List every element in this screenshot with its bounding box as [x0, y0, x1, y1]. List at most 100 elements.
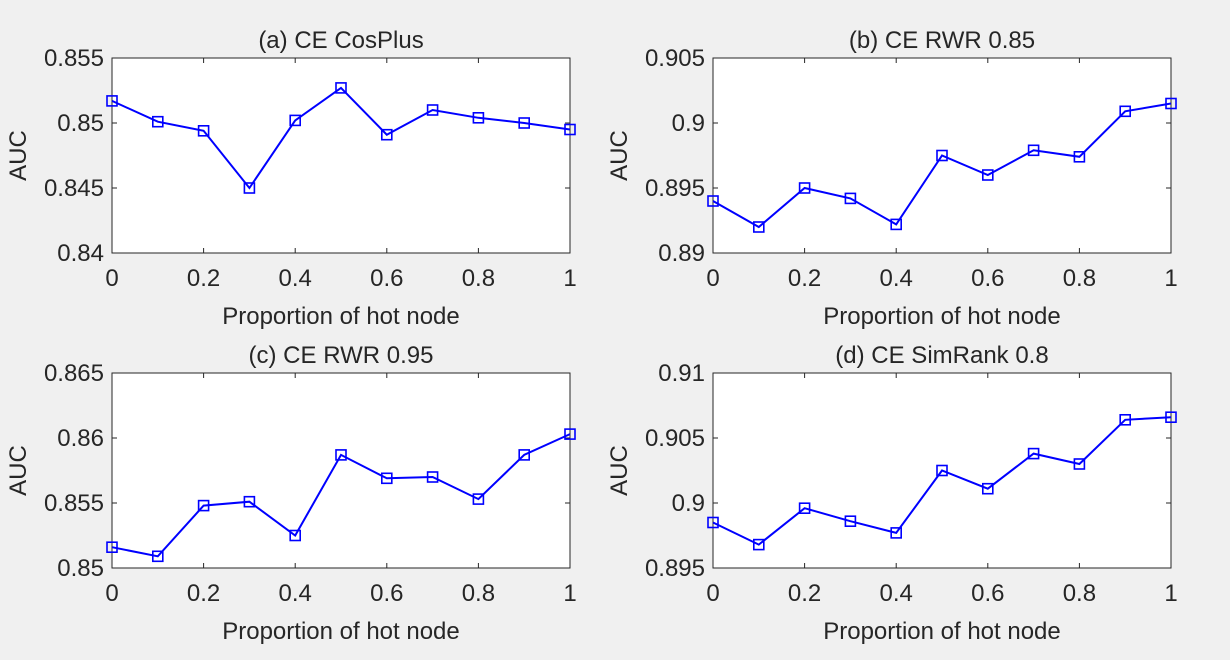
x-tick-label: 1 [1164, 580, 1177, 607]
data-point [426, 104, 439, 116]
x-tick-label: 0.8 [462, 580, 495, 607]
series-line [712, 102, 1172, 229]
subplot-c: 0 0.2 0.4 0.6 0.8 1 0.85 0.855 0.86 0.865 (c) CE R… [5, 342, 577, 645]
x-tick-label: 1 [563, 265, 576, 292]
x-tick-label: 0.2 [187, 265, 220, 292]
chart-title: (a) CE CosPlus [258, 27, 423, 54]
y-tick-label: 0.855 [44, 490, 104, 517]
x-tick-label: 0.4 [279, 580, 312, 607]
y-tick-label: 0.85 [57, 110, 104, 137]
data-point [289, 529, 302, 542]
y-axis-label: AUC [5, 130, 32, 181]
chart-title: (d) CE SimRank 0.8 [835, 342, 1048, 369]
x-tick-label: 0.4 [880, 265, 913, 292]
subplot-d: 0 0.2 0.4 0.6 0.8 1 0.895 0.9 0.905 0.91 (d) CE Si… [606, 342, 1178, 645]
data-point [426, 471, 439, 483]
x-tick-label: 1 [563, 580, 576, 607]
data-point [707, 516, 719, 529]
data-point [472, 112, 485, 124]
x-tick-label: 0.8 [1063, 580, 1096, 607]
chart-title: (c) CE RWR 0.95 [249, 342, 434, 369]
data-point [981, 482, 994, 495]
data-point [1165, 411, 1177, 424]
y-tick-label: 0.9 [672, 110, 705, 137]
x-tick-label: 0.4 [279, 265, 312, 292]
data-point [1027, 447, 1040, 460]
series-line [111, 86, 571, 190]
data-point [243, 495, 256, 508]
data-point [707, 195, 719, 207]
y-tick-label: 0.905 [645, 425, 705, 452]
x-tick-label: 0 [105, 580, 118, 607]
data-point [335, 449, 347, 461]
x-tick-label: 0.2 [187, 580, 220, 607]
data-point [197, 499, 210, 512]
data-point [981, 169, 994, 181]
x-axis-label: Proportion of hot node [823, 618, 1061, 645]
y-tick-label: 0.86 [57, 425, 104, 452]
data-point [152, 115, 164, 128]
data-point [243, 182, 256, 194]
data-point [1073, 458, 1086, 470]
data-point [564, 428, 576, 440]
data-point [752, 221, 765, 233]
x-tick-label: 0 [105, 265, 118, 292]
plot-area [111, 372, 571, 569]
data-point [289, 114, 302, 127]
x-tick-label: 0.6 [971, 580, 1004, 607]
series-line [712, 416, 1172, 546]
x-axis-label: Proportion of hot node [222, 618, 460, 645]
y-tick-label: 0.85 [57, 555, 104, 582]
data-point [1027, 144, 1040, 157]
data-point [936, 464, 948, 477]
data-point [890, 218, 903, 231]
data-point [844, 192, 857, 205]
subplot-a: 0 0.2 0.4 0.6 0.8 1 0.84 0.845 0.85 0.855 (a) CE C… [5, 27, 577, 330]
x-tick-label: 0.6 [370, 580, 403, 607]
plot-area [111, 57, 571, 254]
x-tick-label: 1 [1164, 265, 1177, 292]
x-tick-label: 0 [706, 580, 719, 607]
data-point [890, 527, 903, 539]
series-line [111, 433, 571, 558]
y-axis-label: AUC [606, 445, 633, 496]
x-tick-label: 0 [706, 265, 719, 292]
x-tick-label: 0.8 [1063, 265, 1096, 292]
chart-title: (b) CE RWR 0.85 [849, 27, 1035, 54]
data-point [798, 502, 811, 515]
y-axis-label: AUC [606, 130, 633, 181]
data-point [752, 538, 765, 551]
x-tick-label: 0.8 [462, 265, 495, 292]
data-point [564, 123, 576, 136]
data-point [1073, 151, 1086, 163]
y-tick-label: 0.865 [44, 360, 104, 387]
y-tick-label: 0.9 [672, 490, 705, 517]
data-point [1119, 413, 1131, 426]
data-point [844, 515, 857, 528]
x-tick-label: 0.2 [788, 265, 821, 292]
data-point [472, 493, 485, 505]
x-tick-label: 0.6 [971, 265, 1004, 292]
y-tick-label: 0.845 [44, 175, 104, 202]
data-point [518, 117, 531, 129]
x-tick-label: 0.2 [788, 580, 821, 607]
data-point [380, 128, 393, 141]
data-point [798, 182, 811, 194]
x-axis-label: Proportion of hot node [222, 303, 460, 330]
x-tick-label: 0.6 [370, 265, 403, 292]
data-point [518, 449, 531, 461]
y-tick-label: 0.895 [645, 555, 705, 582]
x-tick-label: 0.4 [880, 580, 913, 607]
y-axis-label: AUC [5, 445, 32, 496]
data-point [106, 541, 118, 554]
y-tick-label: 0.905 [645, 45, 705, 72]
y-tick-label: 0.84 [57, 240, 104, 267]
data-point [380, 472, 393, 485]
y-tick-label: 0.89 [658, 240, 705, 267]
data-point [1119, 105, 1131, 118]
data-point [335, 82, 347, 94]
y-tick-label: 0.895 [645, 175, 705, 202]
data-point [152, 550, 164, 563]
data-point [106, 95, 118, 107]
